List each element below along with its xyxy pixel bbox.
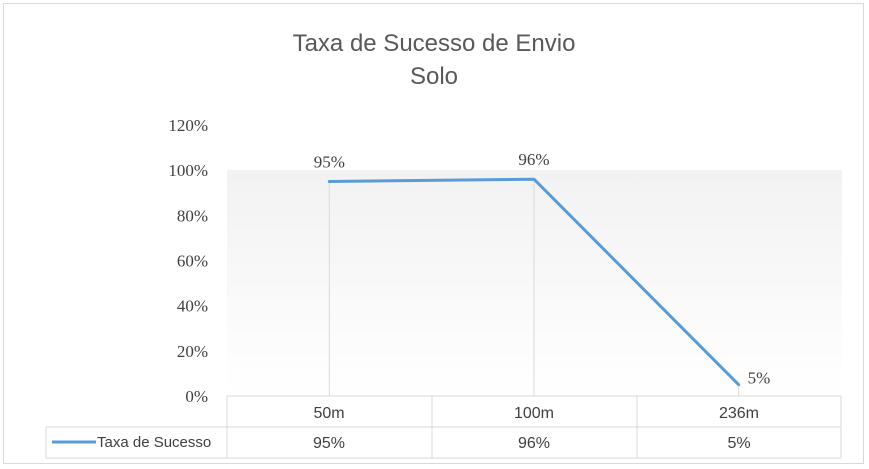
- y-axis-ticks: 0% 20% 40% 60% 80% 100% 120%: [168, 116, 208, 406]
- y-tick-label: 80%: [177, 206, 208, 225]
- y-tick-label: 120%: [168, 116, 208, 135]
- table-category-236m: 236m: [719, 405, 759, 422]
- y-tick-label: 20%: [177, 342, 208, 361]
- data-label: 5%: [748, 369, 771, 388]
- category-gridlines: [328, 179, 740, 396]
- data-labels: 95% 96% 5%: [314, 150, 771, 388]
- y-tick-label: 40%: [177, 297, 208, 316]
- series-layer: [327, 177, 741, 387]
- table-value-236m: 5%: [727, 435, 750, 452]
- table-value-100m: 96%: [518, 435, 550, 452]
- table-category-100m: 100m: [514, 405, 554, 422]
- table-value-50m: 95%: [313, 435, 345, 452]
- data-table: Taxa de Sucesso 50m 100m 236m 95% 96% 5%: [45, 395, 842, 459]
- chart-title-line-1: Taxa de Sucesso de Envio: [293, 30, 576, 57]
- y-tick-label: 60%: [177, 252, 208, 271]
- y-tick-label: 100%: [168, 161, 208, 180]
- data-label: 95%: [314, 152, 345, 171]
- y-tick-label: 0%: [185, 387, 208, 406]
- series-line: [327, 177, 741, 387]
- legend-series-name: Taxa de Sucesso: [97, 434, 211, 451]
- chart-title-line-2: Solo: [410, 63, 458, 90]
- data-label: 96%: [518, 150, 549, 169]
- table-category-50m: 50m: [313, 405, 344, 422]
